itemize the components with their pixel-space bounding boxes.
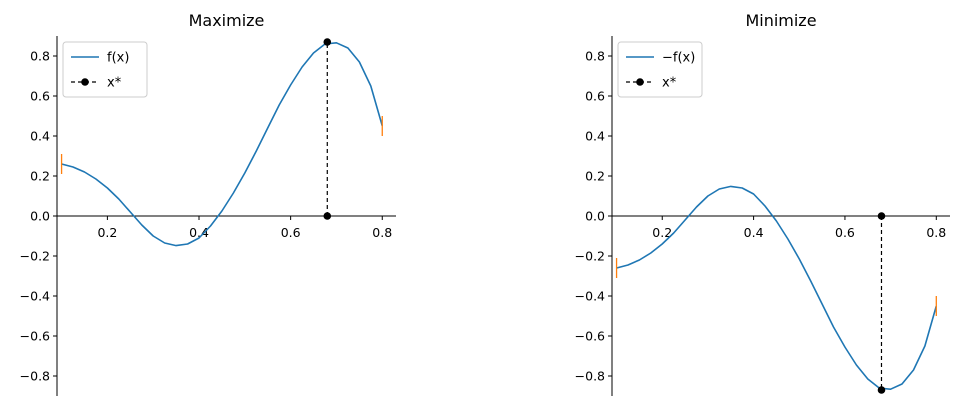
legend-label: x* — [107, 76, 122, 91]
chart-title: Maximize — [189, 11, 265, 30]
x-tick-label: 0.4 — [189, 225, 209, 240]
x-tick-label: 0.6 — [281, 225, 301, 240]
series-line-neg-f — [616, 185, 938, 391]
x-tick-label: 0.2 — [97, 225, 117, 240]
y-tick-label: 0.6 — [585, 89, 605, 104]
y-tick-label: −0.8 — [575, 369, 605, 384]
y-tick-label: −0.6 — [20, 329, 50, 344]
y-tick-label: 0.2 — [585, 169, 605, 184]
legend-marker-icon — [636, 78, 644, 86]
y-tick-label: 0.4 — [585, 129, 605, 144]
optimum-marker — [877, 212, 886, 220]
optimum-marker — [323, 212, 332, 220]
y-tick-label: −0.4 — [575, 289, 605, 304]
legend-label: −f(x) — [662, 51, 695, 66]
y-tick-label: −0.2 — [20, 249, 50, 264]
legend-marker-icon — [81, 78, 89, 86]
optimum-marker — [323, 38, 332, 46]
y-tick-label: −0.4 — [20, 289, 50, 304]
chart-title: Minimize — [745, 11, 816, 30]
x-tick-label: 0.8 — [372, 225, 392, 240]
y-tick-label: 0.0 — [30, 209, 50, 224]
y-tick-label: 0.4 — [30, 129, 50, 144]
legend-label: f(x) — [107, 51, 129, 66]
x-tick-label: 0.8 — [926, 225, 946, 240]
y-tick-label: 0.8 — [30, 49, 50, 64]
x-tick-label: 0.2 — [652, 225, 672, 240]
x-tick-label: 0.4 — [744, 225, 764, 240]
y-tick-label: 0.2 — [30, 169, 50, 184]
y-tick-label: 0.6 — [30, 89, 50, 104]
y-tick-label: −0.8 — [20, 369, 50, 384]
y-tick-label: 0.0 — [585, 209, 605, 224]
legend-label: x* — [662, 76, 677, 91]
optimum-marker — [877, 386, 886, 394]
x-tick-label: 0.6 — [835, 225, 855, 240]
y-tick-label: −0.6 — [575, 329, 605, 344]
y-tick-label: −0.2 — [575, 249, 605, 264]
y-tick-label: 0.8 — [585, 49, 605, 64]
panel-maximize: Maximize −0.8 −0.6 −0.4 −0.2 0.0 0.2 0.4 0.6 0.8 0… — [20, 11, 396, 396]
legend-box — [62, 41, 148, 98]
panel-minimize: Minimize −0.8 −0.6 −0.4 −0.2 0.0 0.2 0.4 0.6 0.8 0… — [575, 11, 950, 396]
